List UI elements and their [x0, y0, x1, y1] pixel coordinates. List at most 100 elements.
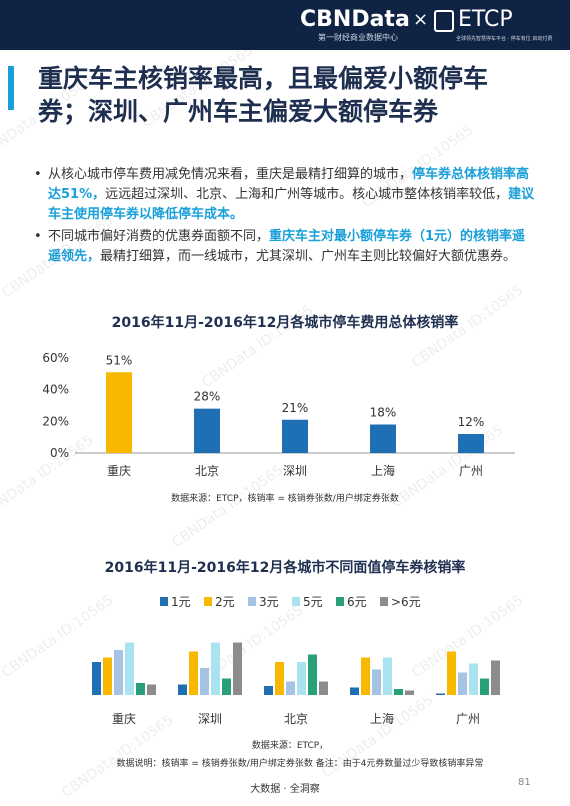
- value-label: 18%: [370, 406, 397, 420]
- legend-swatch: [336, 597, 344, 606]
- bar: [458, 434, 484, 453]
- brand-subtitle: 第一财经商业数据中心: [318, 33, 398, 42]
- bar: [308, 654, 317, 695]
- bullet: 从核心城市停车费用减免情况来看，重庆是最精打细算的城市，停车券总体核销率高达51…: [34, 165, 538, 225]
- bar: [286, 681, 295, 695]
- chart-title: 2016年11月-2016年12月各城市不同面值停车券核销率: [105, 559, 466, 576]
- chart-title: 2016年11月-2016年12月各城市停车费用总体核销率: [112, 314, 459, 331]
- y-tick-label: 0%: [50, 446, 69, 460]
- bar: [194, 408, 220, 453]
- x-tick-label: 北京: [284, 712, 308, 726]
- bar: [92, 662, 101, 695]
- page-number: 81: [518, 777, 531, 788]
- watermark: CBNData ID:10565: [139, 42, 256, 131]
- bullet: 不同城市偏好消费的优惠券面额不同，重庆车主对最小额停车券（1元）的核销率遥遥领先…: [34, 227, 538, 267]
- header: CBNData 第一财经商业数据中心 × ETCP 全球领先智慧停车平台 · 停…: [0, 0, 570, 50]
- bar: [282, 419, 308, 453]
- bullet-list: 从核心城市停车费用减免情况来看，重庆是最精打细算的城市，停车券总体核销率高达51…: [34, 165, 538, 269]
- bar: [361, 657, 370, 695]
- legend-label: 1元: [171, 595, 191, 609]
- highlight-text: 建议车主使用停车券以降低停车成本。: [48, 187, 535, 222]
- x-tick-label: 广州: [459, 464, 483, 478]
- watermark: CBNData ID:10565: [169, 462, 286, 551]
- bullet-text: 远远超过深圳、北京、上海和广州等城市。核心城市整体核销率较低，: [105, 187, 509, 202]
- chart-note: 数据来源：ETCP，核销率 = 核销券张数/用户绑定券张数: [171, 492, 399, 504]
- bar: [264, 686, 273, 695]
- bar: [275, 662, 284, 695]
- brand: CBNData: [300, 7, 410, 32]
- bar: [147, 684, 156, 695]
- bar: [447, 651, 456, 695]
- watermark: CBNData ID:10565: [0, 432, 96, 521]
- legend-label: 3元: [259, 595, 279, 609]
- watermark: CBNData ID:10565: [409, 592, 526, 681]
- partner: ETCP: [458, 7, 513, 32]
- bar: [125, 642, 134, 695]
- bar: [350, 687, 359, 695]
- watermark: CBNData ID:10565: [359, 122, 476, 211]
- legend-label: 2元: [215, 595, 235, 609]
- y-tick-label: 20%: [42, 414, 69, 428]
- bar: [189, 651, 198, 695]
- value-label: 12%: [458, 415, 485, 429]
- legend-label: 5元: [303, 595, 323, 609]
- y-tick-label: 60%: [42, 351, 69, 365]
- x-tick-label: 重庆: [112, 712, 136, 726]
- value-label: 21%: [282, 401, 309, 415]
- bar: [114, 650, 123, 695]
- bar: [394, 689, 403, 695]
- legend-swatch: [204, 597, 212, 606]
- bar: [106, 372, 132, 453]
- x-tick-label: 上海: [370, 711, 394, 726]
- bar: [436, 693, 445, 695]
- bar: [469, 663, 478, 695]
- legend-swatch: [292, 597, 300, 606]
- legend-swatch: [248, 597, 256, 606]
- partner-subtitle: 全球领先智慧停车平台 · 停车有位 启动付费: [456, 36, 553, 42]
- x-tick-label: 上海: [371, 463, 395, 478]
- legend-swatch: [380, 597, 388, 606]
- value-label: 28%: [194, 390, 221, 404]
- watermark: CBNData ID:10565: [389, 422, 506, 511]
- bar: [372, 669, 381, 695]
- cross: ×: [413, 9, 429, 30]
- chart-note: 数据来源：ETCP，: [252, 739, 328, 751]
- bar: [297, 662, 306, 695]
- bullet-text: 不同城市偏好消费的优惠券面额不同，: [48, 229, 270, 244]
- bar: [103, 657, 112, 695]
- bar: [383, 657, 392, 695]
- bar: [222, 678, 231, 695]
- value-label: 51%: [106, 353, 133, 367]
- bullet-text: 最精打细算，而一线城市，尤其深圳、广州车主则比较偏好大额优惠券。: [100, 249, 517, 264]
- watermark: CBNData ID:10565: [0, 72, 96, 161]
- footer-tagline: 大数据 · 全洞察: [250, 782, 320, 795]
- title-accent: [8, 66, 14, 110]
- bar: [370, 424, 396, 453]
- highlight-text: 停车券总体核销率高达51%，: [48, 167, 530, 202]
- bar: [491, 660, 500, 695]
- bar: [458, 672, 467, 695]
- y-tick-label: 40%: [42, 383, 69, 397]
- bar: [405, 690, 414, 695]
- chart-note: 数据说明：核销率 = 核销券张数/用户绑定券张数 备注：由于4元券数量过少导致核…: [117, 757, 484, 769]
- x-tick-label: 北京: [195, 464, 219, 478]
- x-tick-label: 深圳: [198, 712, 222, 726]
- highlight-text: 重庆车主对最小额停车券（1元）的核销率遥遥领先，: [48, 229, 526, 264]
- bar: [200, 668, 209, 695]
- bar: [136, 683, 145, 695]
- bar: [233, 642, 242, 695]
- bar: [480, 678, 489, 695]
- x-tick-label: 广州: [456, 712, 480, 726]
- bar: [178, 684, 187, 695]
- x-tick-label: 重庆: [107, 464, 131, 478]
- legend-swatch: [160, 597, 168, 606]
- watermark: CBNData ID:10565: [0, 212, 116, 301]
- legend-label: >6元: [391, 595, 421, 609]
- partner-logo: [434, 10, 454, 32]
- bullet-text: 从核心城市停车费用减免情况来看，重庆是最精打细算的城市，: [48, 167, 413, 182]
- bar: [211, 642, 220, 695]
- page-title: 重庆车主核销率最高，且最偏爱小额停车券；深圳、广州车主偏爱大额停车券: [38, 64, 489, 126]
- bar: [319, 681, 328, 695]
- x-tick-label: 深圳: [283, 464, 307, 478]
